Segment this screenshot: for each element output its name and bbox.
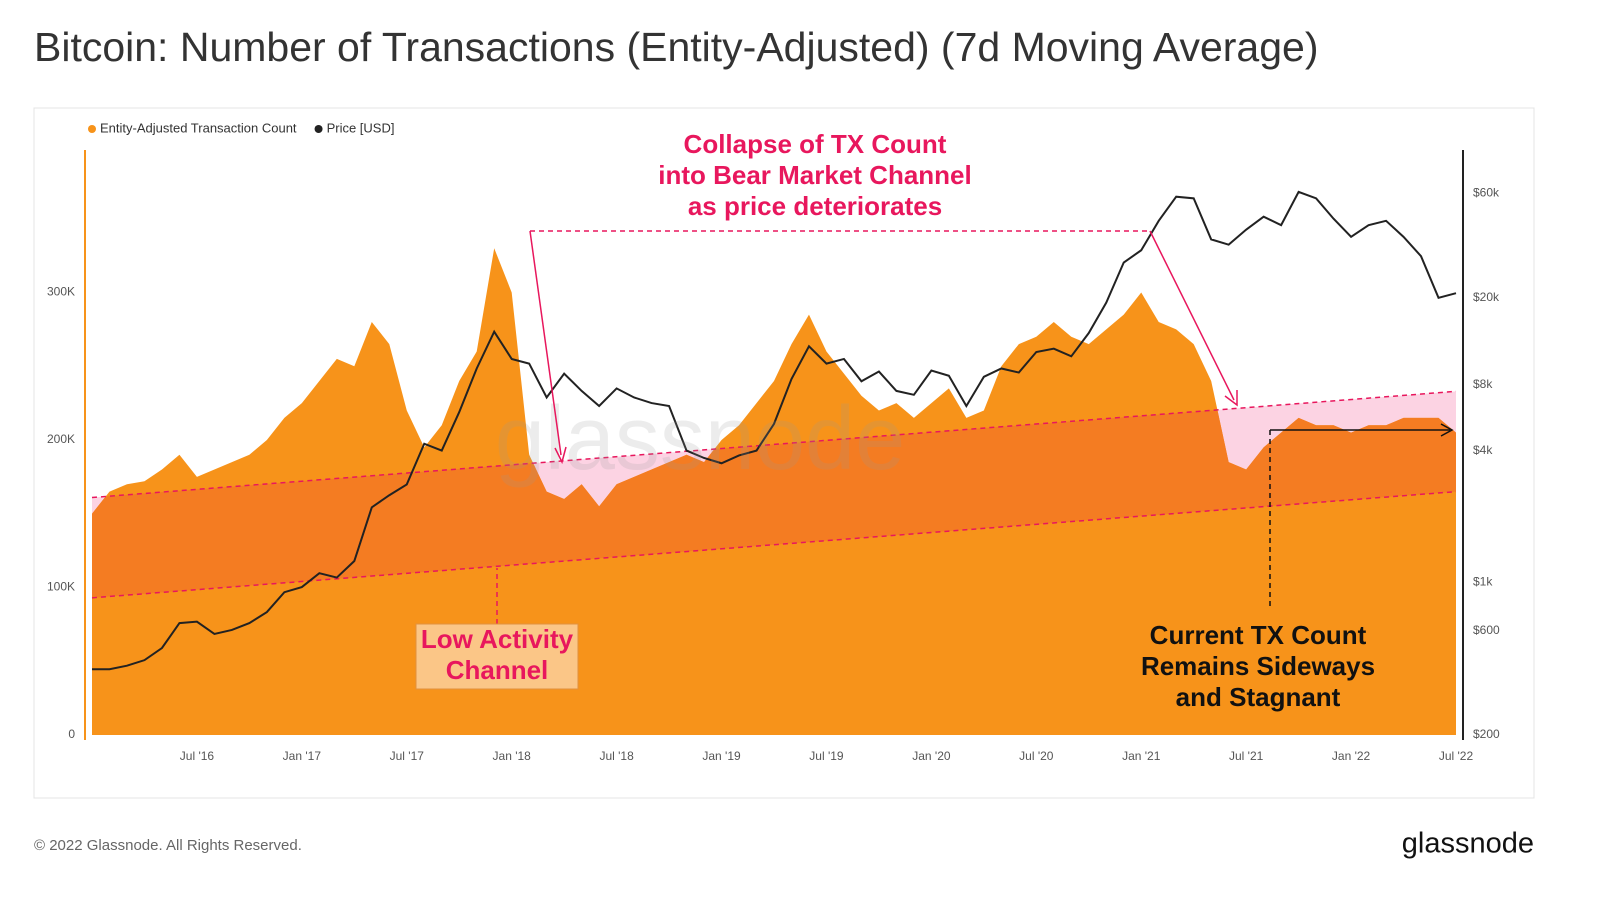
channel-line [91,490,1457,599]
arrow-head [1224,390,1238,407]
legend-marker [88,125,96,133]
annotation: as price deteriorates [688,191,942,221]
y2-tick-label: $4k [1473,443,1493,457]
annotation: Channel [446,655,549,685]
annotation-box [415,623,579,690]
x-tick-label: Jul '21 [1229,749,1264,763]
x-tick-label: Jan '17 [283,749,322,763]
x-tick-label: Jan '18 [493,749,532,763]
x-tick-label: Jan '19 [702,749,741,763]
legend-label: Price [USD] [327,120,395,135]
y2-tick-label: $1k [1473,574,1493,588]
legend-label: Entity-Adjusted Transaction Count [100,120,297,135]
arrow-head [1440,423,1454,437]
logo: glassnode [1402,828,1534,860]
y2-tick-label: $20k [1473,290,1500,304]
copyright: © 2022 Glassnode. All Rights Reserved. [34,837,302,854]
y2-tick-label: $200 [1473,727,1500,741]
x-tick-label: Jan '21 [1122,749,1161,763]
x-tick-label: Jul '17 [390,749,425,763]
x-tick-label: Jul '22 [1439,749,1474,763]
y-tick-label: 100K [47,580,75,594]
y2-tick-label: $60k [1473,186,1500,200]
annotation: Collapse of TX Count [684,129,947,159]
annotation: Current TX Count [1150,620,1367,650]
chart-title: Bitcoin: Number of Transactions (Entity-… [34,24,1319,70]
annotation: Remains Sideways [1141,651,1375,681]
annotation: and Stagnant [1176,682,1341,712]
arrow-head [554,446,567,465]
x-tick-label: Jul '18 [599,749,634,763]
x-tick-label: Jan '20 [912,749,951,763]
x-tick-label: Jul '19 [809,749,844,763]
annotation: Low Activity [421,624,574,654]
x-tick-label: Jul '20 [1019,749,1054,763]
price-line [92,190,1457,671]
x-tick-label: Jul '16 [180,749,215,763]
annotation-arrow [529,230,562,456]
channel-line [91,390,1457,499]
x-tick-label: Jan '22 [1332,749,1371,763]
y-tick-label: 0 [68,727,75,741]
legend-marker [314,125,323,133]
annotation-arrow [1149,230,1235,401]
y-tick-label: 200K [47,432,75,446]
annotation: into Bear Market Channel [658,160,972,190]
y-tick-label: 300K [47,285,75,299]
channel-band [92,391,1456,598]
y2-tick-label: $8k [1473,377,1493,391]
y2-tick-label: $600 [1473,623,1500,637]
watermark: glassnode [495,389,905,489]
